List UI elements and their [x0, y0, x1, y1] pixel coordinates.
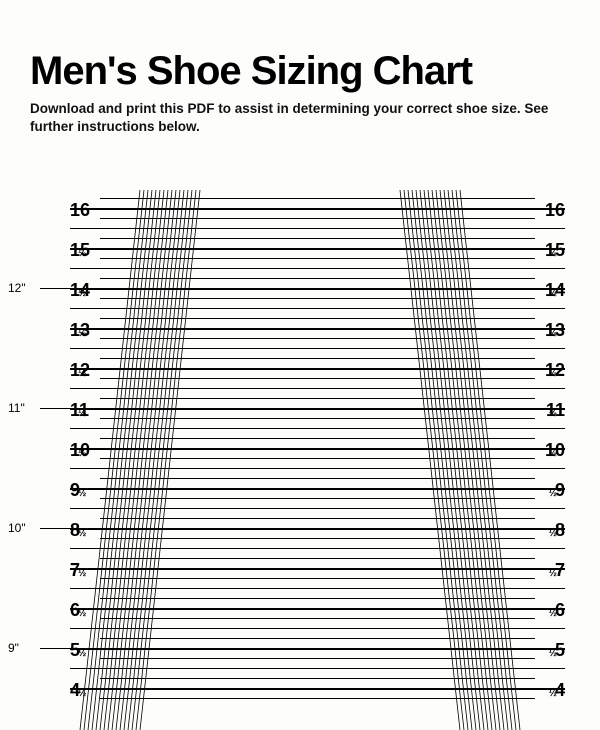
- half-label-right: ½: [549, 688, 557, 699]
- size-line-12: 1212: [70, 368, 565, 370]
- half-label-left: ½: [78, 608, 86, 619]
- half-size-line: ½½: [70, 228, 565, 229]
- half-size-line: ½½: [70, 668, 565, 669]
- half-label-left: ½: [78, 408, 86, 419]
- size-line-5: 55: [70, 648, 565, 650]
- thin-grid-line: [100, 578, 535, 579]
- inch-label: 11": [8, 401, 25, 415]
- half-label-left: ½: [78, 448, 86, 459]
- half-label-left: ½: [78, 528, 86, 539]
- size-line-16: 1616: [70, 208, 565, 210]
- thin-grid-line: [100, 678, 535, 679]
- half-label-right: ½: [549, 248, 557, 259]
- half-label-right: ½: [549, 488, 557, 499]
- inch-tick: [40, 648, 70, 649]
- inch-label: 10": [8, 521, 26, 535]
- half-label-right: ½: [549, 288, 557, 299]
- size-line-9: 99: [70, 488, 565, 490]
- size-label-left: 16: [70, 200, 90, 221]
- thin-grid-line: [100, 478, 535, 479]
- half-label-left: ½: [78, 328, 86, 339]
- half-label-right: ½: [549, 328, 557, 339]
- thin-grid-line: [100, 618, 535, 619]
- half-label-right: ½: [549, 408, 557, 419]
- thin-grid-line: [100, 598, 535, 599]
- half-label-right: ½: [549, 528, 557, 539]
- sizing-chart: 1616151514141313121211111010998877665544…: [0, 190, 600, 730]
- size-line-7: 77: [70, 568, 565, 570]
- half-label-right: ½: [549, 448, 557, 459]
- half-label-left: ½: [78, 248, 86, 259]
- thin-grid-line: [100, 638, 535, 639]
- half-size-line: ½½: [70, 388, 565, 389]
- half-size-line: ½½: [70, 508, 565, 509]
- half-size-line: ½½: [70, 348, 565, 349]
- half-size-line: ½½: [70, 548, 565, 549]
- thin-grid-line: [100, 198, 535, 199]
- half-label-right: ½: [549, 608, 557, 619]
- thin-grid-line: [100, 218, 535, 219]
- thin-grid-line: [100, 258, 535, 259]
- thin-grid-line: [100, 378, 535, 379]
- size-line-8: 88: [70, 528, 565, 530]
- size-line-15: 1515: [70, 248, 565, 250]
- half-size-line: ½½: [70, 268, 565, 269]
- thin-grid-line: [100, 538, 535, 539]
- half-label-left: ½: [78, 368, 86, 379]
- thin-grid-line: [100, 518, 535, 519]
- half-size-line: ½½: [70, 428, 565, 429]
- thin-grid-line: [100, 358, 535, 359]
- size-line-10: 1010: [70, 448, 565, 450]
- thin-grid-line: [100, 658, 535, 659]
- half-size-line: ½½: [70, 588, 565, 589]
- half-label-right: ½: [549, 648, 557, 659]
- thin-grid-line: [100, 698, 535, 699]
- thin-grid-line: [100, 298, 535, 299]
- size-label-right: 16: [545, 200, 565, 221]
- inch-tick: [40, 528, 70, 529]
- inch-tick: [40, 408, 70, 409]
- thin-grid-line: [100, 278, 535, 279]
- half-label-left: ½: [78, 648, 86, 659]
- half-size-line: ½½: [70, 628, 565, 629]
- thin-grid-line: [100, 238, 535, 239]
- thin-grid-line: [100, 418, 535, 419]
- page-title: Men's Shoe Sizing Chart: [30, 50, 570, 92]
- page-subtitle: Download and print this PDF to assist in…: [30, 100, 570, 136]
- size-line-13: 1313: [70, 328, 565, 330]
- half-label-left: ½: [78, 688, 86, 699]
- inch-label: 9": [8, 641, 19, 655]
- half-label-left: ½: [78, 488, 86, 499]
- half-size-line: ½½: [70, 468, 565, 469]
- inch-label: 12": [8, 281, 26, 295]
- half-label-right: ½: [549, 368, 557, 379]
- size-line-4: 44: [70, 688, 565, 690]
- thin-grid-line: [100, 318, 535, 319]
- thin-grid-line: [100, 458, 535, 459]
- thin-grid-line: [100, 338, 535, 339]
- half-label-left: ½: [78, 288, 86, 299]
- inch-tick: [40, 288, 70, 289]
- half-size-line: ½½: [70, 308, 565, 309]
- thin-grid-line: [100, 398, 535, 399]
- thin-grid-line: [100, 438, 535, 439]
- half-label-right: ½: [549, 568, 557, 579]
- half-label-left: ½: [78, 568, 86, 579]
- size-line-11: 1111: [70, 408, 565, 410]
- thin-grid-line: [100, 498, 535, 499]
- size-line-6: 66: [70, 608, 565, 610]
- thin-grid-line: [100, 558, 535, 559]
- size-line-14: 1414: [70, 288, 565, 290]
